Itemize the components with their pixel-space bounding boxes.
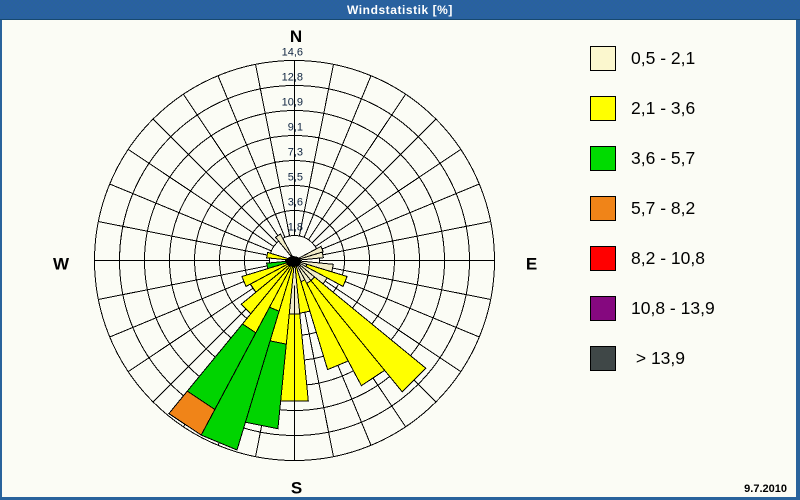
svg-text:12,8: 12,8 <box>282 72 303 84</box>
svg-text:7,3: 7,3 <box>288 147 303 159</box>
svg-text:1,8: 1,8 <box>288 222 303 234</box>
svg-text:N: N <box>290 27 302 46</box>
svg-text:E: E <box>526 255 537 274</box>
svg-text:3,6: 3,6 <box>288 197 303 209</box>
svg-text:9,1: 9,1 <box>288 122 303 134</box>
svg-text:5,5: 5,5 <box>288 172 303 184</box>
svg-text:S: S <box>291 479 302 498</box>
svg-text:10,9: 10,9 <box>282 97 303 109</box>
svg-text:W: W <box>53 255 70 274</box>
svg-text:14,6: 14,6 <box>282 47 303 59</box>
